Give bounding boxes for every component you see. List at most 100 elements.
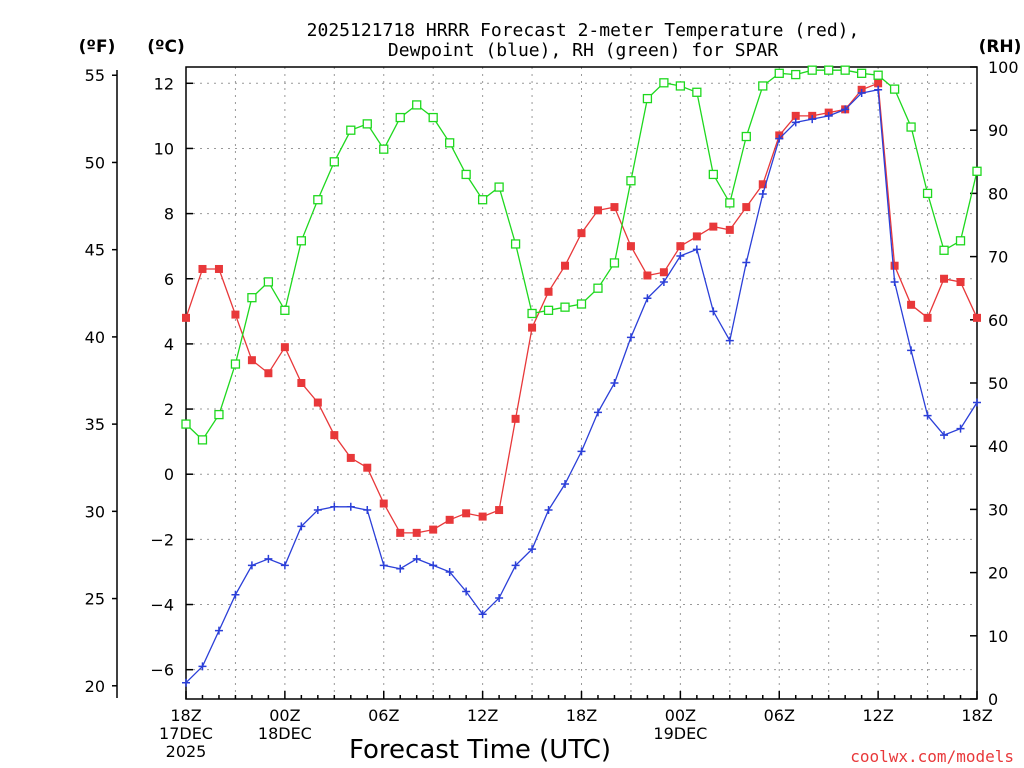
dewpoint-point <box>841 105 850 114</box>
temperature-point <box>495 506 504 515</box>
x-tick-label: 12Z <box>467 706 498 725</box>
temperature-point <box>610 203 619 212</box>
fahrenheit-tick-label: 50 <box>85 153 105 172</box>
dewpoint-point <box>940 431 949 440</box>
dewpoint-point <box>280 561 289 570</box>
rh-tick-label: 70 <box>988 248 1008 267</box>
dewpoint-point <box>907 346 916 355</box>
temperature-point <box>346 453 355 462</box>
dewpoint-point <box>643 294 652 303</box>
relative-humidity-point <box>197 435 208 445</box>
dewpoint-point <box>758 190 767 199</box>
credit-text: coolwx.com/models <box>850 747 1014 766</box>
relative-humidity-point <box>477 195 488 205</box>
fahrenheit-unit-label: (ºF) <box>79 37 116 57</box>
dewpoint-point <box>231 590 240 599</box>
temperature-point <box>940 274 949 283</box>
dewpoint-point <box>198 662 207 671</box>
relative-humidity-point <box>873 70 883 80</box>
dewpoint-point <box>495 594 504 603</box>
relative-humidity-point <box>642 93 653 104</box>
temperature-point <box>791 111 800 120</box>
temperature-point <box>643 271 652 280</box>
rh-tick-label: 90 <box>988 121 1008 140</box>
relative-humidity-point <box>856 68 867 78</box>
celsius-tick-label: −4 <box>150 596 174 615</box>
temperature-point <box>593 206 602 215</box>
dewpoint-point <box>247 561 256 570</box>
dewpoint-point <box>478 610 487 619</box>
celsius-tick-label: 8 <box>164 205 174 224</box>
fahrenheit-tick-label: 35 <box>85 415 105 434</box>
rh-tick-label: 50 <box>988 374 1008 393</box>
relative-humidity-point <box>725 198 735 208</box>
x-tick-label: 06Z <box>368 706 399 725</box>
dewpoint-point <box>511 561 520 570</box>
dewpoint-series <box>182 85 981 687</box>
x-axis-label: Forecast Time (UTC) <box>349 735 611 765</box>
celsius-tick-label: 10 <box>154 139 174 158</box>
rh-tick-label: 0 <box>988 690 998 709</box>
x-tick-label: 12Z <box>862 706 893 725</box>
temperature-point <box>313 398 322 407</box>
temperature-point <box>297 379 306 387</box>
axes <box>112 66 978 700</box>
chart-title-line-1: 2025121718 HRRR Forecast 2-meter Tempera… <box>307 20 860 41</box>
fahrenheit-tick-label: 45 <box>85 241 105 260</box>
dewpoint-point <box>923 411 932 420</box>
relative-humidity-point <box>609 258 620 268</box>
dewpoint-point <box>725 336 734 345</box>
relative-humidity-point <box>889 84 900 94</box>
rh-tick-label: 20 <box>988 564 1008 583</box>
temperature-point <box>692 232 701 241</box>
relative-humidity-series <box>181 65 982 445</box>
temperature-point <box>182 313 190 322</box>
celsius-tick-label: 0 <box>164 465 174 484</box>
dewpoint-point <box>544 506 553 515</box>
relative-humidity-point <box>510 239 521 249</box>
temperature-point <box>462 509 471 518</box>
dewpoint-point <box>182 678 190 687</box>
tick-labels: −6−4−20246810122025303540455055010203040… <box>85 58 1019 761</box>
celsius-tick-label: 6 <box>164 270 174 289</box>
relative-humidity-point <box>527 308 537 319</box>
celsius-tick-label: 2 <box>164 400 174 419</box>
temperature-point <box>247 356 256 365</box>
temperature-point <box>280 343 289 352</box>
dewpoint-point <box>973 398 981 407</box>
dewpoint-point <box>313 506 322 515</box>
series <box>181 65 982 687</box>
celsius-tick-label: −2 <box>150 530 174 549</box>
dewpoint-point <box>775 134 784 143</box>
fahrenheit-tick-label: 55 <box>85 66 105 85</box>
temperature-point <box>758 180 767 189</box>
dewpoint-point <box>396 564 405 573</box>
relative-humidity-point <box>906 122 916 132</box>
x-tick-label: 18Z <box>566 706 597 725</box>
dewpoint-point <box>692 245 701 254</box>
rh-tick-label: 40 <box>988 437 1008 456</box>
relative-humidity-point <box>840 65 850 75</box>
dewpoint-point <box>824 111 833 120</box>
x-tick-label: 18Z <box>170 706 201 725</box>
relative-humidity-point <box>428 112 438 123</box>
relative-humidity-point <box>362 119 372 129</box>
rh-tick-label: 10 <box>988 627 1008 646</box>
dewpoint-point <box>709 307 718 316</box>
x-tick-label: 18Z <box>961 706 992 725</box>
relative-humidity-point <box>939 245 949 255</box>
rh-tick-label: 60 <box>988 311 1008 330</box>
dewpoint-point <box>659 278 668 287</box>
dewpoint-point <box>610 379 619 387</box>
relative-humidity-point <box>461 169 471 180</box>
temperature-point <box>231 310 240 319</box>
temperature-point <box>363 463 372 472</box>
relative-humidity-point <box>181 419 191 429</box>
temperature-point <box>445 515 454 524</box>
relative-humidity-point <box>758 81 768 91</box>
relative-humidity-point <box>708 169 718 180</box>
relative-humidity-point <box>379 144 389 154</box>
dewpoint-point <box>264 554 273 563</box>
relative-humidity-point <box>741 131 751 142</box>
relative-humidity-point <box>626 176 636 186</box>
